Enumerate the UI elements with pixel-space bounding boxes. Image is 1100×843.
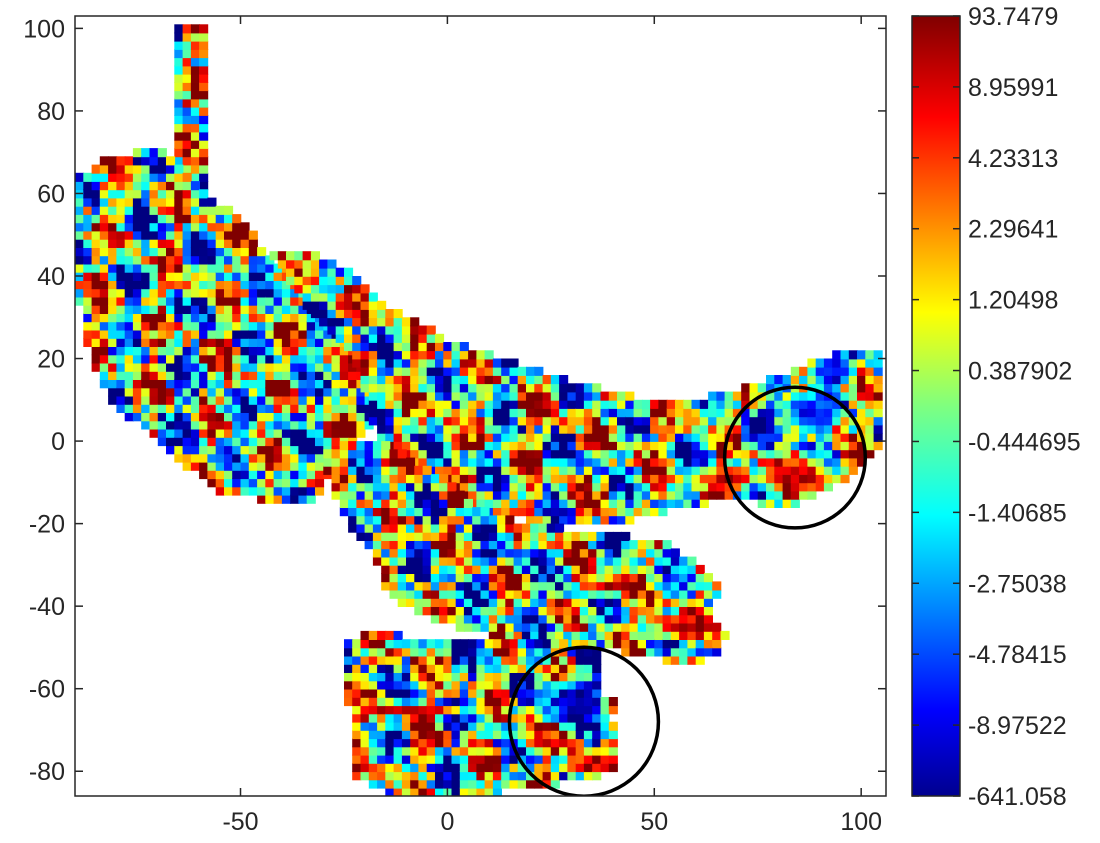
colorbar-tick-label: -641.058 (968, 783, 1067, 811)
colorbar-tick-label: -0.444695 (968, 429, 1081, 457)
colorbar: 93.7479 8.95991 4.23313 2.29641 1.20498 0.387… (911, 3, 1081, 811)
colorbar-gradient (912, 16, 960, 796)
x-tick-label: 100 (840, 808, 882, 836)
y-axis: 100 80 60 40 20 0 -20 -40 -60 -80 (23, 15, 886, 786)
plot-frame (74, 15, 887, 797)
colorbar-tick-label: 2.29641 (968, 216, 1058, 244)
colorbar-tick-label: 8.95991 (968, 74, 1058, 102)
colorbar-tick-label: -8.97522 (968, 712, 1067, 740)
colorbar-ticks: 93.7479 8.95991 4.23313 2.29641 1.20498 0.387… (912, 3, 1081, 811)
field-region-diagonal-band (323, 441, 730, 665)
field-region-upper-left-block (75, 148, 382, 504)
colorbar-tick-label: 1.20498 (968, 287, 1058, 315)
colorbar-tick-label: 0.387902 (968, 358, 1072, 386)
x-tick-label: 0 (440, 808, 454, 836)
annotation-circle-1 (722, 385, 868, 530)
colorbar-tick-label: -1.40685 (968, 499, 1067, 527)
y-tick-label: 40 (37, 263, 65, 291)
y-tick-label: 0 (51, 428, 65, 456)
annotation-circle-2 (507, 645, 661, 796)
y-tick-label: 20 (37, 346, 65, 374)
y-tick-label: 60 (37, 180, 65, 208)
field-region-bottom-block (344, 630, 618, 796)
colorbar-frame (911, 15, 961, 797)
x-axis: -50 0 50 100 (222, 16, 882, 836)
colorbar-tick-label: 4.23313 (968, 145, 1058, 173)
y-tick-label: -20 (29, 511, 65, 539)
colorbar-tick-label: -2.75038 (968, 570, 1067, 598)
y-tick-label: -80 (29, 758, 65, 786)
x-tick-label: -50 (222, 808, 258, 836)
x-tick-label: 50 (640, 808, 668, 836)
heatmap-field (75, 24, 883, 796)
y-tick-label: -60 (29, 676, 65, 704)
annotation-layer (507, 385, 868, 796)
colorbar-tick-label: -4.78415 (968, 641, 1067, 669)
colorbar-tick-label: 93.7479 (968, 3, 1058, 31)
y-tick-label: -40 (29, 593, 65, 621)
y-tick-label: 100 (23, 15, 65, 43)
y-tick-label: 80 (37, 98, 65, 126)
